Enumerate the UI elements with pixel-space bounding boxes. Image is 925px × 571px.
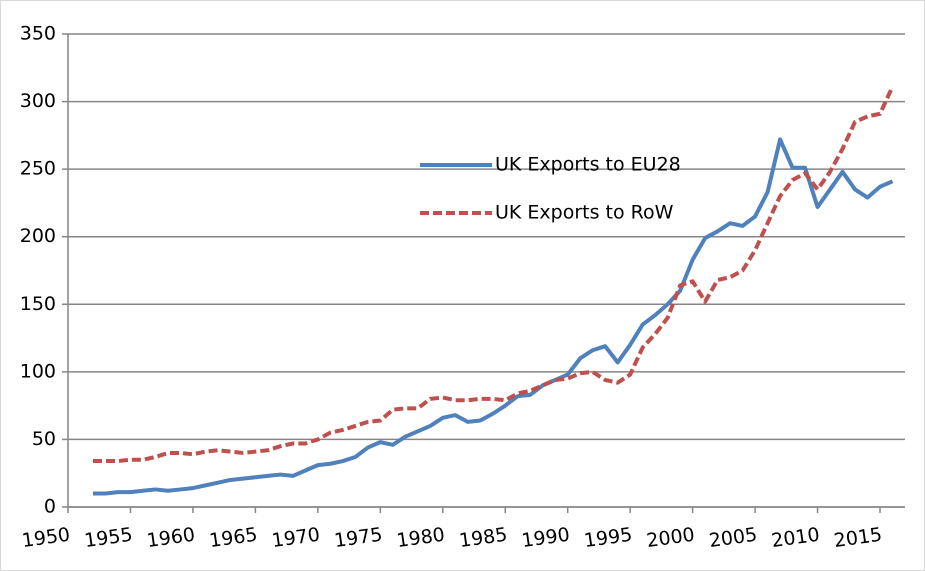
y-tick-label: 100: [20, 360, 56, 382]
y-tick-label: 350: [20, 23, 56, 45]
y-tick-label: 0: [44, 496, 56, 518]
y-tick-label: 250: [20, 158, 56, 180]
y-tick-label: 50: [32, 428, 56, 450]
y-tick-label: 150: [20, 293, 56, 315]
legend-label: UK Exports to RoW: [495, 202, 674, 224]
line-series: [92, 137, 894, 496]
line-series: [92, 85, 895, 464]
y-tick-label: 300: [20, 90, 56, 112]
y-tick-label: 200: [20, 225, 56, 247]
legend-label: UK Exports to EU28: [495, 154, 681, 176]
